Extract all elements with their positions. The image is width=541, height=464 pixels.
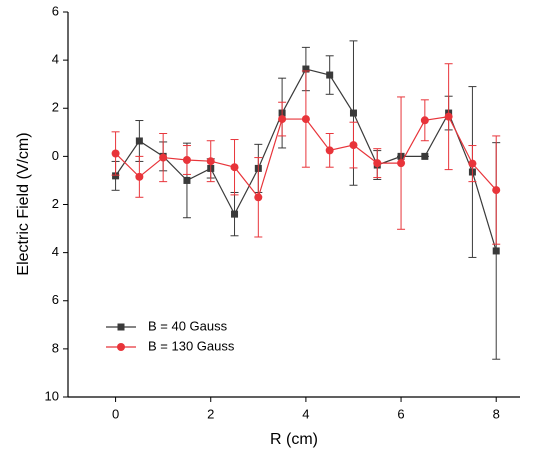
marker bbox=[278, 115, 287, 124]
marker bbox=[373, 159, 382, 168]
marker bbox=[231, 210, 239, 218]
marker bbox=[254, 193, 263, 202]
marker bbox=[183, 176, 191, 184]
y-axis-label: Electric Field (V/cm) bbox=[15, 132, 32, 275]
legend-label: B = 130 Gauss bbox=[148, 338, 235, 353]
marker bbox=[397, 159, 406, 168]
y-tick-label: 6 bbox=[52, 292, 59, 307]
x-tick-label: 8 bbox=[493, 406, 500, 421]
marker bbox=[468, 159, 477, 168]
legend-marker bbox=[117, 323, 125, 331]
marker bbox=[444, 112, 453, 121]
marker bbox=[112, 172, 120, 180]
marker bbox=[135, 137, 143, 145]
y-tick-label: 4 bbox=[52, 52, 59, 67]
y-tick-label: 4 bbox=[52, 244, 59, 259]
y-tick-label: 0 bbox=[52, 148, 59, 163]
marker bbox=[349, 141, 358, 150]
marker bbox=[159, 153, 168, 162]
marker bbox=[111, 149, 120, 158]
x-tick-label: 2 bbox=[207, 406, 214, 421]
marker bbox=[135, 172, 144, 181]
marker bbox=[325, 146, 334, 155]
legend-label: B = 40 Gauss bbox=[148, 318, 228, 333]
marker bbox=[182, 155, 191, 164]
marker bbox=[230, 163, 239, 172]
x-axis-label: R (cm) bbox=[270, 431, 318, 448]
y-tick-label: 2 bbox=[52, 100, 59, 115]
marker bbox=[301, 115, 310, 124]
y-tick-label: 10 bbox=[45, 388, 59, 403]
marker bbox=[492, 186, 501, 195]
marker bbox=[349, 109, 357, 117]
legend-marker bbox=[117, 343, 125, 351]
y-tick-label: 2 bbox=[52, 196, 59, 211]
y-tick-label: 6 bbox=[52, 3, 59, 18]
x-tick-label: 4 bbox=[302, 406, 309, 421]
x-tick-label: 6 bbox=[397, 406, 404, 421]
marker bbox=[326, 71, 334, 79]
marker bbox=[206, 157, 215, 166]
x-tick-label: 0 bbox=[112, 406, 119, 421]
y-tick-label: 8 bbox=[52, 340, 59, 355]
marker bbox=[420, 116, 429, 125]
marker bbox=[421, 152, 429, 160]
marker bbox=[302, 65, 310, 73]
marker bbox=[492, 247, 500, 255]
